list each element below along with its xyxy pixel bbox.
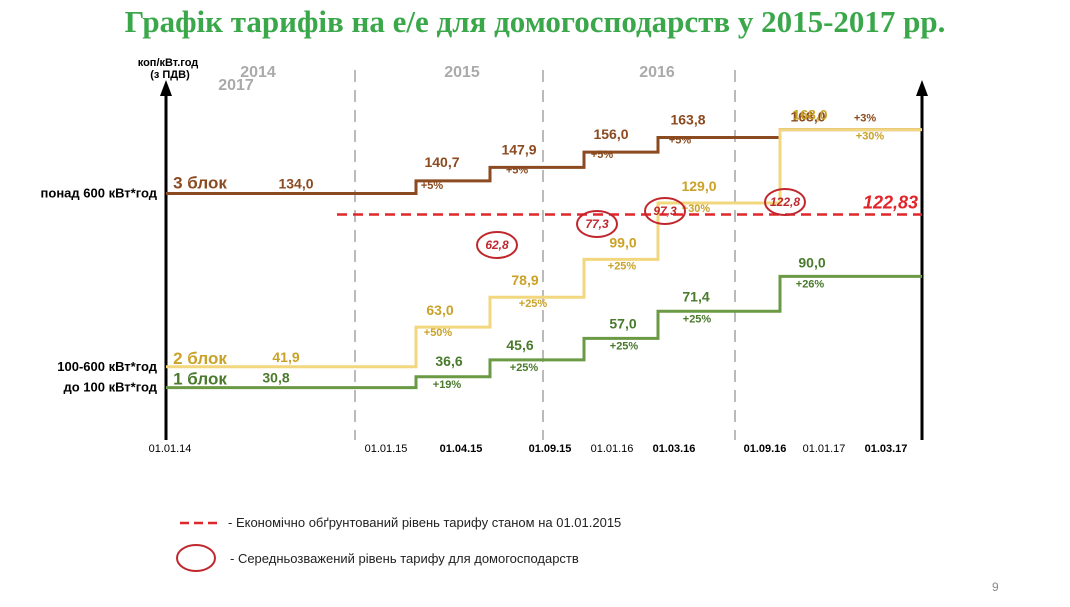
data-label: 78,9 <box>511 272 538 288</box>
pct-change-label: +5% <box>591 149 614 161</box>
x-tick-label: 01.04.15 <box>440 443 483 455</box>
category-label: понад 600 кВт*год <box>41 186 158 201</box>
y-axis-left-arrowhead <box>160 80 172 96</box>
data-label: 156,0 <box>593 126 628 142</box>
weighted-average-ellipse <box>576 210 618 238</box>
pct-change-label: +25% <box>510 362 539 374</box>
x-tick-label: 01.01.16 <box>591 443 634 455</box>
x-tick-label: 01.01.15 <box>365 443 408 455</box>
pct-change-label: +25% <box>519 298 548 310</box>
pct-change-label: +50% <box>424 327 453 339</box>
weighted-average-label: 62,8 <box>485 238 509 252</box>
y-axis-label: коп/кВт.год <box>138 57 199 69</box>
series-name-label: 1 блок <box>173 370 227 389</box>
series-line-2 <box>166 128 922 369</box>
series-name-label: 3 блок <box>173 174 227 193</box>
data-label: 168,0 <box>790 109 825 125</box>
series-line-3 <box>166 274 922 390</box>
data-label: 99,0 <box>609 234 636 250</box>
data-label: 90,0 <box>798 254 825 270</box>
pct-change-label: +30% <box>856 131 885 143</box>
legend-ellipse <box>176 544 216 572</box>
data-label: 168,0 <box>792 107 827 123</box>
weighted-average-ellipse <box>476 231 518 259</box>
year-label: 2016 <box>639 64 675 81</box>
x-tick-label: 01.03.16 <box>653 443 696 455</box>
data-label: 30,8 <box>262 370 289 386</box>
weighted-average-label: 97,3 <box>653 204 677 218</box>
data-label: 57,0 <box>609 315 636 331</box>
pct-change-label: +26% <box>796 278 825 290</box>
pct-change-label: +19% <box>433 379 462 391</box>
page-number: 9 <box>992 580 999 594</box>
x-tick-label: 01.03.17 <box>865 443 908 455</box>
data-label: 129,0 <box>681 178 716 194</box>
weighted-average-label: 122,8 <box>770 195 800 209</box>
year-label: 2017 <box>218 77 254 94</box>
x-tick-label: 01.09.15 <box>529 443 572 455</box>
y-axis-right-arrowhead <box>916 80 928 96</box>
pct-change-label: +25% <box>610 340 639 352</box>
weighted-average-ellipse <box>764 188 806 216</box>
economic-level-label: 122,83 <box>863 193 918 213</box>
pct-change-label: +5% <box>669 134 692 146</box>
pct-change-label: +3% <box>854 113 877 125</box>
year-label: 2014 <box>240 64 276 81</box>
x-tick-label: 01.09.16 <box>744 443 787 455</box>
category-label: 100-600 кВт*год <box>57 359 157 374</box>
legend-label: - Економічно обґрунтований рівень тарифу… <box>228 515 621 530</box>
category-label: до 100 кВт*год <box>63 380 157 395</box>
weighted-average-ellipse <box>644 197 686 225</box>
pct-change-label: +5% <box>421 180 444 192</box>
pct-change-label: +5% <box>506 164 529 176</box>
page-title: Графік тарифів на е/е для домогосподарст… <box>124 4 946 39</box>
data-label: 163,8 <box>670 111 705 127</box>
legend-label: - Середньозважений рівень тарифу для дом… <box>230 551 579 566</box>
data-label: 36,6 <box>435 353 462 369</box>
pct-change-label: +25% <box>608 260 637 272</box>
data-label: 41,9 <box>272 349 299 365</box>
data-label: 134,0 <box>278 176 313 192</box>
pct-change-label: +30% <box>682 203 711 215</box>
data-label: 147,9 <box>501 141 536 157</box>
data-label: 140,7 <box>424 154 459 170</box>
data-label: 45,6 <box>506 337 533 353</box>
x-tick-label: 01.01.17 <box>803 443 846 455</box>
data-label: 71,4 <box>682 288 709 304</box>
pct-change-label: +25% <box>683 313 712 325</box>
y-axis-sublabel: (з ПДВ) <box>150 69 190 81</box>
series-name-label: 2 блок <box>173 349 227 368</box>
x-tick-label: 01.01.14 <box>149 443 192 455</box>
weighted-average-label: 77,3 <box>585 217 609 231</box>
data-label: 63,0 <box>426 302 453 318</box>
year-label: 2015 <box>444 64 480 81</box>
